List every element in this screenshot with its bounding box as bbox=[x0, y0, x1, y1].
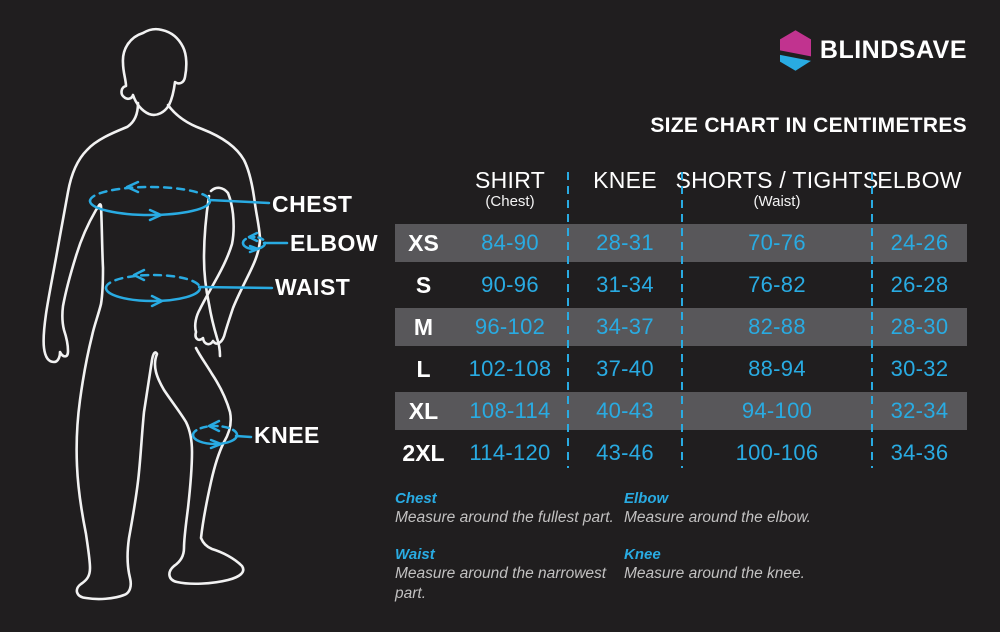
size-label: S bbox=[415, 271, 432, 298]
waist-leader-line bbox=[197, 285, 274, 290]
footnote-term: Elbow bbox=[624, 490, 669, 507]
elbow-value: 26-28 bbox=[890, 272, 949, 297]
elbow-value: 24-26 bbox=[890, 230, 949, 255]
elbow-value: 34-36 bbox=[890, 440, 949, 465]
size-label: L bbox=[416, 355, 431, 382]
footnote-elbow: Elbow Measure around the elbow. bbox=[624, 490, 967, 528]
header-spacer bbox=[395, 166, 452, 224]
footnote-term: Waist bbox=[395, 546, 435, 563]
body-outline-figure bbox=[42, 27, 289, 601]
measurement-footnotes: Chest Measure around the fullest part. E… bbox=[395, 490, 967, 604]
knee-measure-ellipse bbox=[191, 419, 239, 450]
column-header-elbow: ELBOW bbox=[877, 167, 962, 193]
elbow-measure-ellipse bbox=[241, 231, 267, 254]
shirt-value: 108-114 bbox=[469, 398, 551, 423]
shorts-value: 100-106 bbox=[735, 440, 819, 465]
footnote-chest: Chest Measure around the fullest part. bbox=[395, 490, 624, 528]
size-label: M bbox=[413, 313, 434, 340]
table-row: L 102-108 37-40 88-94 30-32 bbox=[395, 350, 967, 388]
body-left-outline bbox=[42, 101, 245, 601]
footnote-term: Chest bbox=[395, 490, 437, 507]
blindsave-hexagon-icon bbox=[779, 29, 811, 71]
shorts-value: 70-76 bbox=[748, 230, 806, 255]
footnote-text: Measure around the fullest part. bbox=[395, 509, 614, 526]
right-arm-outline bbox=[166, 103, 262, 346]
shorts-value: 82-88 bbox=[748, 314, 806, 339]
shorts-value: 94-100 bbox=[741, 398, 813, 423]
knee-value: 37-40 bbox=[596, 356, 654, 381]
waist-label: WAIST bbox=[275, 274, 351, 300]
shirt-value: 114-120 bbox=[469, 440, 551, 465]
elbow-value: 28-30 bbox=[890, 314, 949, 339]
knee-value: 43-46 bbox=[596, 440, 654, 465]
column-separator bbox=[567, 172, 569, 468]
knee-leader-line bbox=[234, 434, 253, 439]
waist-measure-ellipse bbox=[104, 268, 202, 308]
shorts-value: 88-94 bbox=[748, 356, 806, 381]
column-separator bbox=[681, 172, 683, 468]
column-header-shirt: SHIRT (Chest) bbox=[474, 167, 546, 210]
size-label: 2XL bbox=[402, 439, 445, 466]
chest-label: CHEST bbox=[272, 191, 353, 217]
shirt-value: 84-90 bbox=[481, 230, 539, 255]
brand-logo: BLINDSAVE bbox=[779, 28, 967, 72]
elbow-value: 32-34 bbox=[890, 398, 949, 423]
knee-value: 31-34 bbox=[596, 272, 654, 297]
footnote-text: Measure around the knee. bbox=[624, 565, 805, 582]
footnote-waist: Waist Measure around the narrowest part. bbox=[395, 546, 624, 604]
size-label: XS bbox=[408, 229, 439, 256]
brand-name: BLINDSAVE bbox=[819, 36, 967, 64]
footnote-term: Knee bbox=[624, 546, 661, 563]
table-row: 2XL 114-120 43-46 100-106 34-36 bbox=[395, 434, 967, 472]
footnote-text: Measure around the elbow. bbox=[624, 509, 811, 526]
table-header-row: SHIRT (Chest) KNEE SHORTS / TIGHTS (Wais… bbox=[395, 166, 967, 224]
column-separator bbox=[871, 172, 873, 468]
table-row: S 90-96 31-34 76-82 26-28 bbox=[395, 266, 967, 304]
page-title: SIZE CHART IN CENTIMETRES bbox=[650, 114, 967, 137]
size-table: SHIRT (Chest) KNEE SHORTS / TIGHTS (Wais… bbox=[395, 166, 967, 476]
chest-leader-line bbox=[207, 198, 271, 205]
shirt-value: 96-102 bbox=[474, 314, 546, 339]
shirt-value: 90-96 bbox=[481, 272, 539, 297]
head-outline bbox=[120, 27, 188, 117]
shirt-value: 102-108 bbox=[468, 356, 552, 381]
knee-value: 28-31 bbox=[596, 230, 654, 255]
knee-label: KNEE bbox=[254, 422, 320, 448]
elbow-value: 30-32 bbox=[890, 356, 949, 381]
knee-value: 34-37 bbox=[596, 314, 654, 339]
footnote-text: Measure around the narrowest part. bbox=[395, 565, 607, 602]
chest-measure-ellipse bbox=[88, 180, 212, 222]
size-label: XL bbox=[408, 397, 439, 424]
elbow-label: ELBOW bbox=[290, 230, 379, 256]
knee-value: 40-43 bbox=[596, 398, 654, 423]
footnote-knee: Knee Measure around the knee. bbox=[624, 546, 967, 604]
shorts-value: 76-82 bbox=[748, 272, 806, 297]
column-header-knee: KNEE bbox=[593, 167, 657, 193]
column-header-shorts-tights: SHORTS / TIGHTS (Waist) bbox=[675, 167, 879, 210]
